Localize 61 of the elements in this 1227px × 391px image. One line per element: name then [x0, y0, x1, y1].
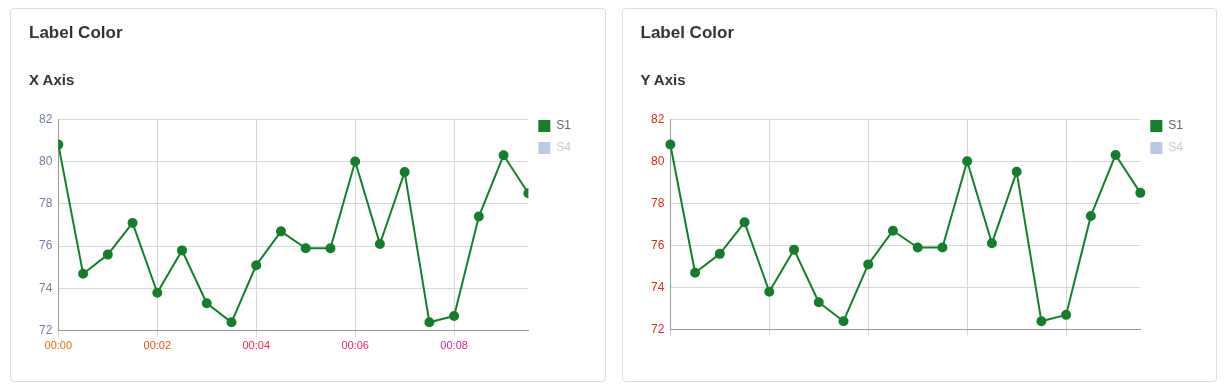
point — [251, 260, 262, 271]
point — [961, 156, 972, 167]
point — [473, 211, 484, 222]
point — [350, 156, 361, 167]
point — [912, 242, 923, 253]
point — [1085, 210, 1096, 221]
point — [226, 317, 237, 328]
x-tick-label: 00:06 — [341, 339, 369, 352]
legend-label: S1 — [1167, 118, 1183, 133]
point — [374, 239, 385, 250]
point — [127, 217, 138, 228]
point — [813, 297, 824, 308]
point — [498, 150, 509, 161]
point — [986, 238, 997, 249]
point — [887, 225, 898, 236]
point — [399, 167, 410, 178]
chart-title: Label Color — [29, 23, 124, 43]
point — [763, 286, 774, 297]
point — [1134, 187, 1145, 198]
x-tick-label: 00:02 — [143, 339, 172, 352]
point — [325, 243, 336, 254]
y-tick-label: 78 — [38, 196, 53, 211]
point — [838, 316, 848, 327]
point — [1110, 149, 1121, 160]
y-tick-label: 72 — [650, 321, 665, 336]
y-tick-label: 78 — [650, 195, 665, 210]
point — [714, 248, 725, 259]
point — [300, 243, 311, 254]
point — [1060, 309, 1071, 320]
point — [424, 317, 435, 328]
y-tick-label: 72 — [38, 323, 53, 338]
point — [788, 244, 799, 255]
point — [664, 139, 675, 150]
chart-subtitle: Y Axis — [640, 71, 687, 88]
x-tick-label: 00:08 — [440, 339, 468, 352]
y-tick-label: 76 — [38, 238, 53, 253]
y-tick-label: 80 — [650, 153, 665, 168]
y-tick-label: 76 — [650, 237, 665, 252]
x-tick-label: 00:00 — [44, 339, 73, 352]
point — [689, 267, 700, 278]
legend-label: S1 — [556, 118, 572, 133]
y-tick-label: 80 — [38, 153, 53, 168]
point — [1011, 166, 1022, 177]
point — [275, 226, 286, 237]
point — [102, 249, 113, 260]
point — [152, 287, 163, 298]
point — [1035, 316, 1046, 327]
point — [449, 310, 460, 321]
y-tick-label: 82 — [650, 111, 665, 126]
y-tick-label: 74 — [650, 279, 665, 294]
chart-title: Label Color — [640, 23, 735, 43]
y-tick-label: 82 — [38, 111, 53, 126]
point — [201, 298, 212, 309]
x-tick-label: 00:04 — [242, 339, 270, 352]
y-tick-label: 74 — [38, 280, 53, 295]
point — [177, 245, 188, 256]
point — [78, 268, 89, 279]
point — [936, 242, 947, 253]
point — [862, 259, 873, 270]
chart-subtitle: X Axis — [29, 71, 76, 88]
point — [739, 217, 750, 228]
